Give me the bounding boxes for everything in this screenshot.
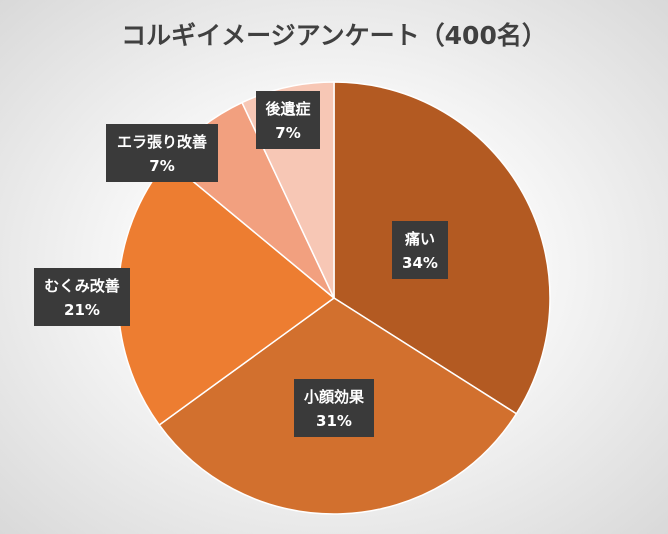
category-label: 後遺症 bbox=[264, 100, 310, 118]
data-label-0: 痛い 34% bbox=[392, 221, 448, 279]
data-label-box bbox=[106, 124, 218, 182]
data-label-3: エラ張り改善 7% bbox=[106, 124, 218, 182]
percent-label: 21% bbox=[64, 301, 100, 319]
data-label-box bbox=[34, 268, 130, 326]
chart-title: コルギイメージアンケート（400名） bbox=[121, 21, 547, 50]
data-label-4: 後遺症 7% bbox=[256, 91, 320, 149]
percent-label: 31% bbox=[316, 412, 352, 430]
data-label-box bbox=[256, 91, 320, 149]
data-label-2: むくみ改善 21% bbox=[34, 268, 130, 326]
category-label: むくみ改善 bbox=[44, 277, 120, 295]
percent-label: 7% bbox=[149, 157, 174, 175]
data-label-box bbox=[294, 379, 374, 437]
category-label: エラ張り改善 bbox=[117, 133, 207, 151]
data-label-box bbox=[392, 221, 448, 279]
percent-label: 7% bbox=[275, 124, 300, 142]
data-label-1: 小顔効果 31% bbox=[294, 379, 374, 437]
category-label: 痛い bbox=[404, 230, 435, 248]
category-label: 小顔効果 bbox=[304, 388, 365, 406]
percent-label: 34% bbox=[402, 254, 438, 272]
